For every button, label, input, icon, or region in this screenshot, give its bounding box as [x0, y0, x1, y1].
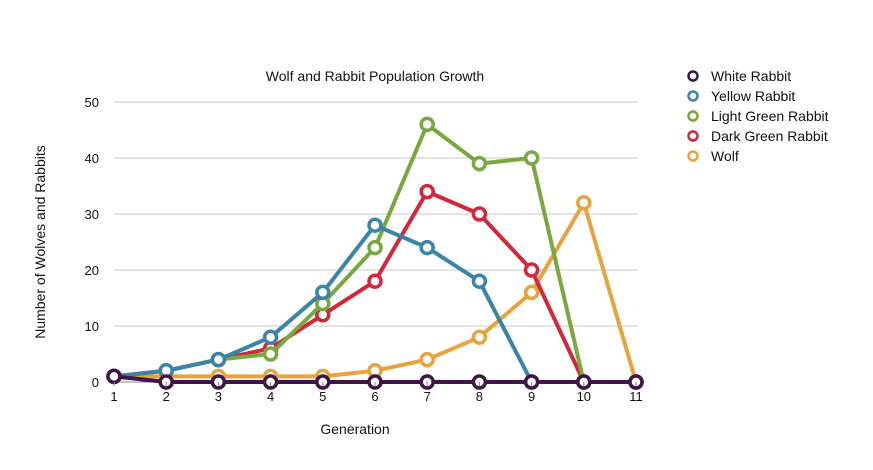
- legend-label-white-rabbit: White Rabbit: [711, 68, 791, 84]
- data-point-yellow-rabbit: [419, 239, 435, 256]
- data-point-light-green-rabbit: [419, 116, 435, 133]
- y-tick-label: 10: [85, 319, 99, 334]
- x-tick-label: 6: [371, 389, 378, 404]
- series-layer: [106, 116, 644, 390]
- x-tick-label: 8: [476, 389, 483, 404]
- x-tick-label: 7: [424, 389, 431, 404]
- legend-label-wolf: Wolf: [711, 148, 739, 164]
- y-tick-label: 40: [85, 151, 99, 166]
- legend-label-light-green-rabbit: Light Green Rabbit: [711, 108, 829, 124]
- chart-title: Wolf and Rabbit Population Growth: [266, 68, 484, 84]
- data-point-wolf: [523, 284, 540, 301]
- x-tick-label: 11: [629, 389, 643, 404]
- axes-layer: 0 10 20 30 40 50 1 2 3 4 5 6 7 8 9 10 11: [85, 95, 643, 404]
- x-tick-label: 5: [319, 389, 326, 404]
- y-axis-label: Number of Wolves and Rabbits: [32, 145, 48, 339]
- data-point-yellow-rabbit: [210, 351, 227, 368]
- data-point-wolf: [471, 329, 488, 345]
- data-point-light-green-rabbit: [367, 239, 383, 256]
- x-tick-label: 2: [163, 389, 170, 404]
- y-tick-label: 50: [85, 95, 99, 110]
- legend-marker-wolf: [687, 150, 699, 162]
- legend-marker-dark-green-rabbit: [687, 130, 699, 142]
- legend-marker-light-green-rabbit: [687, 110, 699, 122]
- data-point-white-rabbit: [106, 368, 122, 385]
- x-axis-label: Generation: [320, 421, 389, 437]
- data-point-dark-green-rabbit: [471, 206, 488, 222]
- data-point-wolf: [419, 351, 435, 368]
- y-tick-label: 20: [85, 263, 99, 278]
- data-point-dark-green-rabbit: [419, 183, 435, 200]
- data-point-light-green-rabbit: [523, 150, 540, 166]
- legend-label-dark-green-rabbit: Dark Green Rabbit: [711, 128, 828, 144]
- data-point-light-green-rabbit: [471, 155, 488, 172]
- x-tick-label: 9: [528, 389, 535, 404]
- data-point-dark-green-rabbit: [367, 273, 383, 289]
- x-tick-label: 10: [577, 389, 591, 404]
- legend-layer: White Rabbit Yellow Rabbit Light Green Rab…: [687, 68, 829, 164]
- data-point-yellow-rabbit: [367, 217, 383, 233]
- data-point-light-green-rabbit: [262, 346, 279, 362]
- data-point-wolf: [576, 195, 592, 211]
- data-point-yellow-rabbit: [315, 284, 331, 301]
- legend-label-yellow-rabbit: Yellow Rabbit: [711, 88, 795, 104]
- data-point-yellow-rabbit: [471, 273, 488, 289]
- x-tick-label: 1: [110, 389, 117, 404]
- series-light-green-rabbit: [106, 116, 644, 390]
- x-tick-label: 4: [267, 389, 274, 404]
- y-tick-label: 0: [92, 375, 99, 390]
- x-tick-label: 3: [215, 389, 222, 404]
- data-point-dark-green-rabbit: [523, 262, 540, 278]
- y-tick-label: 30: [85, 207, 99, 222]
- legend-marker-white-rabbit: [687, 70, 699, 82]
- data-point-yellow-rabbit: [262, 329, 279, 345]
- legend-marker-yellow-rabbit: [687, 90, 699, 102]
